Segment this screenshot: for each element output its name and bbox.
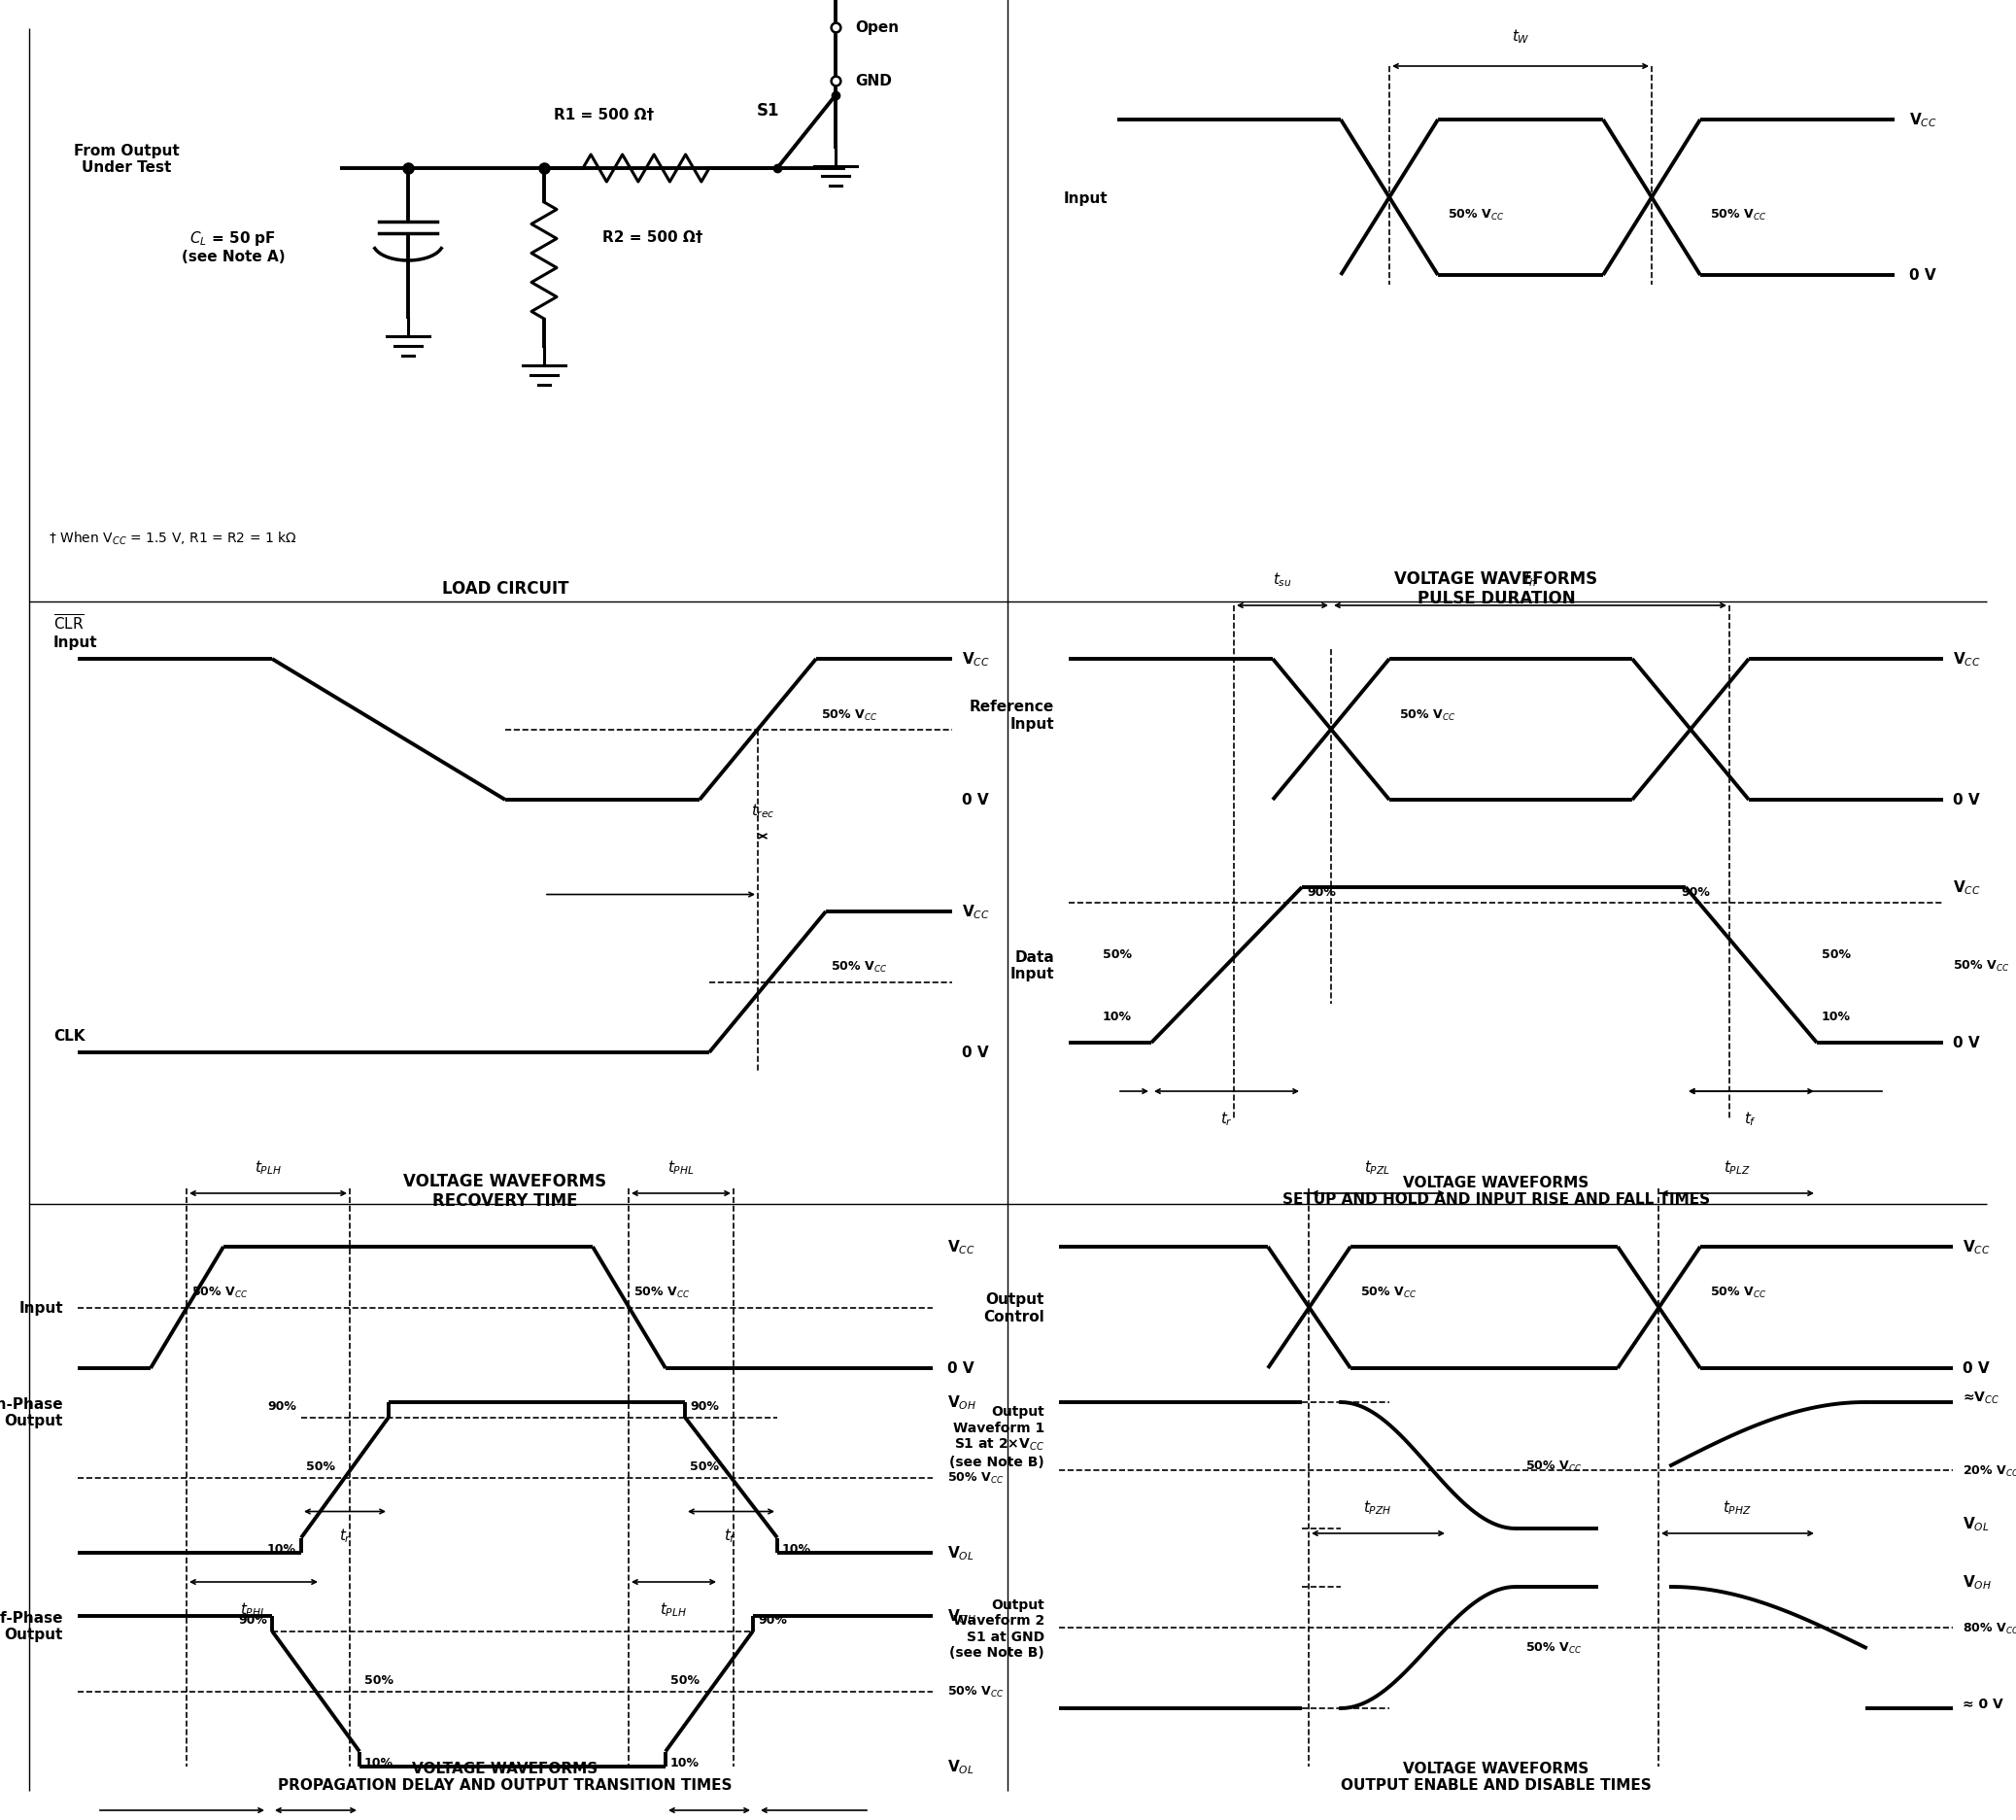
Text: 10%: 10% [1822, 1010, 1851, 1023]
Text: 50% V$_{CC}$: 50% V$_{CC}$ [633, 1285, 689, 1299]
Text: V$_{OH}$: V$_{OH}$ [1962, 1572, 1992, 1591]
Text: $t_h$: $t_h$ [1524, 570, 1536, 588]
Text: 90%: 90% [689, 1400, 720, 1412]
Text: 50% V$_{CC}$: 50% V$_{CC}$ [192, 1285, 248, 1299]
Text: 10%: 10% [782, 1543, 810, 1556]
Text: $t_f$: $t_f$ [1744, 1108, 1758, 1127]
Text: $t_{PLH}$: $t_{PLH}$ [659, 1600, 687, 1618]
Text: 50% V$_{CC}$: 50% V$_{CC}$ [821, 708, 877, 723]
Text: $t_r$: $t_r$ [339, 1527, 351, 1545]
Text: VOLTAGE WAVEFORMS
PROPAGATION DELAY AND OUTPUT TRANSITION TIMES: VOLTAGE WAVEFORMS PROPAGATION DELAY AND … [278, 1760, 732, 1793]
Text: 50% V$_{CC}$: 50% V$_{CC}$ [948, 1471, 1004, 1485]
Text: 0 V: 0 V [1954, 1036, 1980, 1050]
Text: 50%: 50% [1103, 948, 1131, 961]
Text: $t_{PHZ}$: $t_{PHZ}$ [1722, 1498, 1752, 1516]
Text: $C_L$ = 50 pF
(see Note A): $C_L$ = 50 pF (see Note A) [181, 229, 284, 264]
Text: ≈V$_{CC}$: ≈V$_{CC}$ [1962, 1390, 2000, 1405]
Text: VOLTAGE WAVEFORMS
RECOVERY TIME: VOLTAGE WAVEFORMS RECOVERY TIME [403, 1172, 607, 1210]
Text: 10%: 10% [1103, 1010, 1131, 1023]
Text: 50% V$_{CC}$: 50% V$_{CC}$ [1526, 1458, 1583, 1472]
Text: V$_{CC}$: V$_{CC}$ [962, 650, 990, 668]
Text: 0 V: 0 V [1962, 1361, 1990, 1376]
Text: 50%: 50% [671, 1674, 700, 1687]
Text: $\overline{\mathrm{CLR}}$
Input: $\overline{\mathrm{CLR}}$ Input [54, 613, 97, 650]
Text: 0 V: 0 V [962, 1045, 988, 1059]
Text: 0 V: 0 V [962, 794, 988, 808]
Text: V$_{OL}$: V$_{OL}$ [948, 1758, 974, 1776]
Text: $t_f$: $t_f$ [724, 1527, 738, 1545]
Text: $t_{PZH}$: $t_{PZH}$ [1363, 1498, 1391, 1516]
Text: V$_{OL}$: V$_{OL}$ [948, 1543, 974, 1562]
Text: From Output
Under Test: From Output Under Test [73, 144, 179, 175]
Text: Output
Waveform 2
S1 at GND
(see Note B): Output Waveform 2 S1 at GND (see Note B) [950, 1598, 1044, 1658]
Text: Reference
Input: Reference Input [970, 699, 1054, 732]
Text: 50% V$_{CC}$: 50% V$_{CC}$ [1399, 708, 1456, 723]
Text: 50% V$_{CC}$: 50% V$_{CC}$ [948, 1684, 1004, 1698]
Text: 90%: 90% [268, 1400, 296, 1412]
Text: GND: GND [855, 75, 891, 89]
Text: 50% V$_{CC}$: 50% V$_{CC}$ [831, 959, 887, 974]
Text: VOLTAGE WAVEFORMS
PULSE DURATION: VOLTAGE WAVEFORMS PULSE DURATION [1395, 570, 1599, 608]
Text: V$_{OL}$: V$_{OL}$ [1962, 1514, 1990, 1532]
Text: CLK: CLK [54, 1028, 85, 1043]
Text: 50%: 50% [689, 1460, 720, 1472]
Text: $t_r$: $t_r$ [1220, 1108, 1232, 1127]
Text: Input: Input [18, 1301, 62, 1316]
Text: In-Phase
Output: In-Phase Output [0, 1396, 62, 1429]
Text: 20% V$_{CC}$: 20% V$_{CC}$ [1962, 1463, 2016, 1478]
Text: R1 = 500 Ω†: R1 = 500 Ω† [554, 107, 653, 124]
Text: Open: Open [855, 20, 899, 35]
Text: V$_{CC}$: V$_{CC}$ [1954, 879, 1982, 897]
Text: Output
Waveform 1
S1 at 2×V$_{CC}$
(see Note B): Output Waveform 1 S1 at 2×V$_{CC}$ (see … [950, 1405, 1044, 1469]
Text: 50%: 50% [306, 1460, 335, 1472]
Text: † When V$_{CC}$ = 1.5 V, R1 = R2 = 1 kΩ: † When V$_{CC}$ = 1.5 V, R1 = R2 = 1 kΩ [48, 530, 296, 546]
Text: $t_{PHL}$: $t_{PHL}$ [240, 1600, 266, 1618]
Text: 50%: 50% [1822, 948, 1851, 961]
Text: $t_{PLH}$: $t_{PLH}$ [254, 1158, 282, 1176]
Text: 50% V$_{CC}$: 50% V$_{CC}$ [1710, 1285, 1766, 1299]
Text: S1: S1 [756, 102, 778, 120]
Text: V$_{CC}$: V$_{CC}$ [1962, 1238, 1990, 1256]
Text: 0 V: 0 V [1954, 794, 1980, 808]
Text: 50% V$_{CC}$: 50% V$_{CC}$ [1361, 1285, 1417, 1299]
Text: 90%: 90% [758, 1614, 786, 1627]
Text: 0 V: 0 V [948, 1361, 974, 1376]
Text: 50% V$_{CC}$: 50% V$_{CC}$ [1447, 207, 1504, 222]
Text: V$_{CC}$: V$_{CC}$ [948, 1238, 976, 1256]
Text: $t_{PLZ}$: $t_{PLZ}$ [1724, 1158, 1750, 1176]
Text: 10%: 10% [365, 1756, 393, 1769]
Text: Data
Input: Data Input [1010, 950, 1054, 981]
Text: ≈ 0 V: ≈ 0 V [1962, 1696, 2004, 1711]
Text: V$_{CC}$: V$_{CC}$ [962, 903, 990, 921]
Text: 90%: 90% [238, 1614, 268, 1627]
Text: V$_{CC}$: V$_{CC}$ [1909, 111, 1937, 129]
Text: 90%: 90% [1681, 886, 1710, 899]
Text: 80% V$_{CC}$: 80% V$_{CC}$ [1962, 1620, 2016, 1634]
Text: V$_{OH}$: V$_{OH}$ [948, 1607, 976, 1625]
Text: V$_{CC}$: V$_{CC}$ [1954, 650, 1982, 668]
Text: VOLTAGE WAVEFORMS
SETUP AND HOLD AND INPUT RISE AND FALL TIMES: VOLTAGE WAVEFORMS SETUP AND HOLD AND INP… [1282, 1176, 1710, 1207]
Text: 50% V$_{CC}$: 50% V$_{CC}$ [1710, 207, 1766, 222]
Text: 10%: 10% [268, 1543, 296, 1556]
Text: VOLTAGE WAVEFORMS
OUTPUT ENABLE AND DISABLE TIMES: VOLTAGE WAVEFORMS OUTPUT ENABLE AND DISA… [1341, 1760, 1651, 1793]
Text: $t_{rec}$: $t_{rec}$ [750, 801, 774, 819]
Text: 10%: 10% [671, 1756, 700, 1769]
Text: V$_{OH}$: V$_{OH}$ [948, 1394, 976, 1412]
Text: R2 = 500 Ω†: R2 = 500 Ω† [603, 229, 704, 244]
Text: 50% V$_{CC}$: 50% V$_{CC}$ [1526, 1640, 1583, 1654]
Text: 0 V: 0 V [1909, 269, 1935, 284]
Text: 50%: 50% [365, 1674, 393, 1687]
Text: Out-of-Phase
Output: Out-of-Phase Output [0, 1611, 62, 1642]
Text: Input: Input [1062, 191, 1107, 206]
Text: $t_{PZL}$: $t_{PZL}$ [1365, 1158, 1391, 1176]
Text: 90%: 90% [1306, 886, 1337, 899]
Text: LOAD CIRCUIT: LOAD CIRCUIT [442, 581, 569, 597]
Text: Output
Control: Output Control [984, 1292, 1044, 1323]
Text: $t_W$: $t_W$ [1512, 27, 1530, 46]
Text: 50% V$_{CC}$: 50% V$_{CC}$ [1954, 957, 2010, 972]
Text: $t_{PHL}$: $t_{PHL}$ [667, 1158, 696, 1176]
Text: $t_{su}$: $t_{su}$ [1272, 570, 1292, 588]
